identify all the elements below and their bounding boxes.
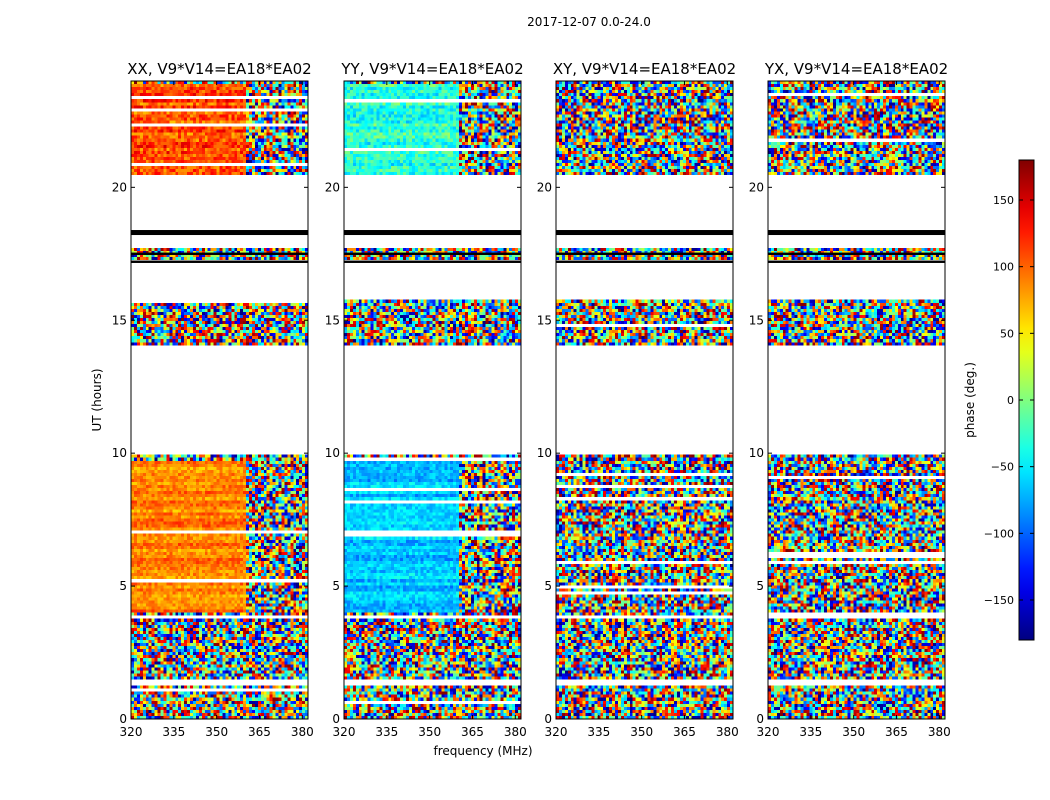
x-tick-label: 335 (375, 725, 398, 739)
panel-group: XX, V9*V14=EA18*EA02 320 335 350 365 380 0 5 10 1… (112, 60, 951, 739)
colorbar-tick-label: 0 (1007, 394, 1014, 407)
x-tick-label: 350 (205, 725, 228, 739)
heatmap-yy (344, 81, 521, 719)
flagged-line (131, 230, 308, 236)
panel-title: YY, V9*V14=EA18*EA02 (340, 60, 523, 78)
y-tick-label: 15 (112, 313, 127, 327)
colorbar-tick-label: −150 (984, 594, 1014, 607)
y-tick-label: 20 (749, 180, 764, 194)
colorbar: −150 −100 −50 0 50 100 150 (984, 159, 1035, 641)
y-tick-label: 20 (325, 180, 340, 194)
flagged-line (344, 260, 521, 263)
x-tick-label: 335 (587, 725, 610, 739)
panel-xx: XX, V9*V14=EA18*EA02 320 335 350 365 380 0 5 10 1… (112, 60, 314, 739)
x-axis-label: frequency (MHz) (433, 744, 532, 758)
y-tick-label: 5 (756, 579, 764, 593)
colorbar-tick-label: 50 (1000, 327, 1014, 340)
colorbar-tick-label: −100 (984, 527, 1014, 540)
panel-xy: XY, V9*V14=EA18*EA02 320 335 350 365 380 0 5 10 1… (537, 60, 739, 739)
heatmap-xy (556, 81, 733, 719)
y-tick-label: 10 (112, 446, 127, 460)
flagged-line (768, 230, 945, 236)
x-tick-label: 320 (757, 725, 780, 739)
flagged-line (344, 230, 521, 236)
flagged-line (768, 260, 945, 263)
y-axis-label: UT (hours) (90, 368, 104, 431)
y-tick-label: 10 (537, 446, 552, 460)
x-tick-label: 365 (248, 725, 271, 739)
y-tick-label: 0 (544, 712, 552, 726)
panel-title: YX, V9*V14=EA18*EA02 (764, 60, 948, 78)
figure-title: 2017-12-07 0.0-24.0 (527, 15, 651, 29)
x-tick-label: 335 (162, 725, 185, 739)
y-tick-label: 15 (749, 313, 764, 327)
panel-title: XY, V9*V14=EA18*EA02 (553, 60, 736, 78)
flagged-line (768, 252, 945, 255)
flagged-line (556, 252, 733, 255)
flagged-line (131, 260, 308, 263)
y-tick-label: 15 (537, 313, 552, 327)
y-tick-label: 0 (756, 712, 764, 726)
x-tick-label: 350 (842, 725, 865, 739)
heatmap-xx (131, 81, 308, 719)
panel-title: XX, V9*V14=EA18*EA02 (127, 60, 311, 78)
panel-frame (767, 80, 946, 720)
x-tick-label: 380 (928, 725, 951, 739)
colorbar-tick-label: −50 (991, 461, 1014, 474)
colorbar-label: phase (deg.) (963, 362, 977, 438)
y-tick-label: 20 (537, 180, 552, 194)
x-tick-label: 365 (673, 725, 696, 739)
colorbar-tick-label: 150 (993, 194, 1014, 207)
y-tick-label: 5 (544, 579, 552, 593)
colorbar-tick-label: 100 (993, 261, 1014, 274)
flagged-line (131, 252, 308, 255)
x-tick-label: 365 (885, 725, 908, 739)
panel-frame (130, 80, 309, 720)
flagged-line (556, 230, 733, 236)
x-tick-label: 380 (291, 725, 314, 739)
y-tick-label: 10 (749, 446, 764, 460)
panel-yy: YY, V9*V14=EA18*EA02 320 335 350 365 380 0 5 10 1… (325, 60, 527, 739)
panel-yx: YX, V9*V14=EA18*EA02 320 335 350 365 380 0 5 10 1… (749, 60, 951, 739)
y-tick-label: 10 (325, 446, 340, 460)
y-tick-label: 5 (119, 579, 127, 593)
x-tick-label: 350 (630, 725, 653, 739)
x-tick-label: 380 (504, 725, 527, 739)
flagged-line (344, 252, 521, 255)
y-tick-label: 0 (119, 712, 127, 726)
flagged-line (556, 260, 733, 263)
x-tick-label: 320 (333, 725, 356, 739)
x-tick-label: 350 (418, 725, 441, 739)
panel-frame (343, 80, 522, 720)
y-tick-label: 20 (112, 180, 127, 194)
heatmap-yx (768, 81, 945, 719)
x-tick-label: 320 (545, 725, 568, 739)
x-tick-label: 320 (120, 725, 143, 739)
y-tick-label: 0 (332, 712, 340, 726)
x-tick-label: 365 (461, 725, 484, 739)
y-tick-label: 5 (332, 579, 340, 593)
x-tick-label: 335 (799, 725, 822, 739)
x-tick-label: 380 (716, 725, 739, 739)
y-tick-label: 15 (325, 313, 340, 327)
panel-frame (555, 80, 734, 720)
